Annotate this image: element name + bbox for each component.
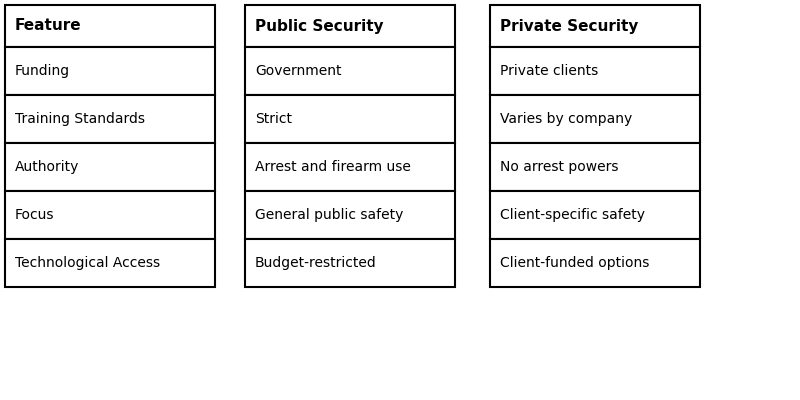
Bar: [490, 47, 700, 95]
Bar: [5, 191, 215, 239]
Text: Feature: Feature: [15, 18, 82, 34]
Text: Private Security: Private Security: [500, 18, 638, 34]
Text: Authority: Authority: [15, 160, 79, 174]
Bar: [490, 191, 700, 239]
Bar: [245, 239, 455, 287]
Text: Focus: Focus: [15, 208, 54, 222]
Text: Technological Access: Technological Access: [15, 256, 160, 270]
Bar: [5, 239, 215, 287]
Text: No arrest powers: No arrest powers: [500, 160, 618, 174]
Bar: [245, 5, 455, 47]
Text: Government: Government: [255, 64, 342, 78]
Bar: [490, 5, 700, 47]
Bar: [245, 95, 455, 143]
Bar: [490, 239, 700, 287]
Text: Client-specific safety: Client-specific safety: [500, 208, 645, 222]
Bar: [5, 143, 215, 191]
Bar: [5, 5, 215, 47]
Text: Varies by company: Varies by company: [500, 112, 632, 126]
Bar: [490, 143, 700, 191]
Bar: [490, 95, 700, 143]
Bar: [5, 47, 215, 95]
Bar: [5, 95, 215, 143]
Bar: [245, 191, 455, 239]
Text: Private clients: Private clients: [500, 64, 598, 78]
Text: Arrest and firearm use: Arrest and firearm use: [255, 160, 411, 174]
Text: Budget-restricted: Budget-restricted: [255, 256, 377, 270]
Text: Training Standards: Training Standards: [15, 112, 145, 126]
Text: Client-funded options: Client-funded options: [500, 256, 650, 270]
Text: General public safety: General public safety: [255, 208, 403, 222]
Text: Strict: Strict: [255, 112, 292, 126]
Bar: [245, 143, 455, 191]
Bar: [245, 47, 455, 95]
Text: Funding: Funding: [15, 64, 70, 78]
Text: Public Security: Public Security: [255, 18, 384, 34]
